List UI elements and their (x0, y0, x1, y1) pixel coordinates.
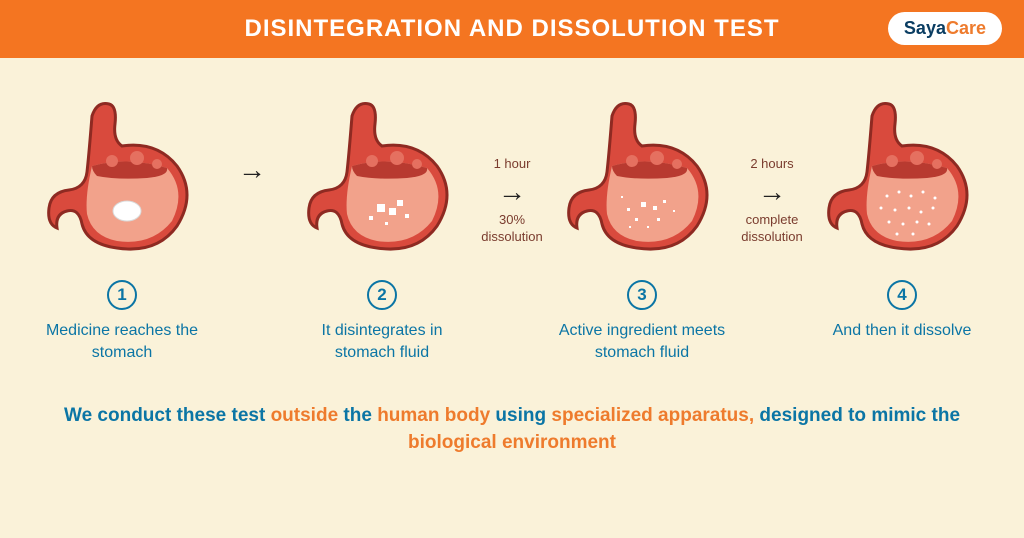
arrow-label-bottom: complete dissolution (737, 212, 807, 245)
logo-part1: Saya (904, 18, 946, 38)
stage-2: 2 It disintegrates in stomach fluid (287, 96, 477, 363)
step-number: 4 (887, 280, 917, 310)
arrow-label-top: 1 hour (494, 156, 531, 172)
step-caption: It disintegrates in stomach fluid (292, 320, 472, 363)
stomach-icon (557, 96, 727, 266)
arrow-2: 1 hour → 30% dissolution (477, 96, 547, 245)
header-bar: DISINTEGRATION AND DISSOLUTION TEST Saya… (0, 0, 1024, 58)
step-number: 2 (367, 280, 397, 310)
arrow-icon: → (498, 178, 526, 206)
page-title: DISINTEGRATION AND DISSOLUTION TEST (244, 15, 779, 43)
footer-highlight: outside (271, 405, 339, 426)
arrow-icon: → (238, 156, 266, 184)
logo-part2: Care (946, 18, 986, 38)
arrow-3: 2 hours → complete dissolution (737, 96, 807, 245)
footer-description: We conduct these test outside the human … (0, 403, 1024, 456)
arrow-label-top: 2 hours (750, 156, 793, 172)
arrow-label-bottom: 30% dissolution (477, 212, 547, 245)
step-number: 3 (627, 280, 657, 310)
stomach-icon (817, 96, 987, 266)
footer-text-segment: designed to mimic the (754, 405, 960, 426)
step-caption: Active ingredient meets stomach fluid (552, 320, 732, 363)
footer-highlight: biological environment (408, 432, 616, 453)
footer-highlight: specialized apparatus, (551, 405, 754, 426)
stage-3: 3 Active ingredient meets stomach fluid (547, 96, 737, 363)
footer-highlight: human body (377, 405, 490, 426)
step-caption: And then it dissolve (833, 320, 972, 342)
step-caption: Medicine reaches the stomach (32, 320, 212, 363)
stomach-icon (37, 96, 207, 266)
arrow-1: → (217, 96, 287, 184)
brand-logo: SayaCare (888, 12, 1002, 45)
footer-text-segment: We conduct these test (64, 405, 271, 426)
arrow-icon: → (758, 178, 786, 206)
stomach-icon (297, 96, 467, 266)
stage-4: 4 And then it dissolve (807, 96, 997, 342)
footer-text-segment: using (490, 405, 551, 426)
footer-text-segment: the (338, 405, 377, 426)
step-number: 1 (107, 280, 137, 310)
stages-row: 1 Medicine reaches the stomach → 2 It di… (0, 96, 1024, 363)
stage-1: 1 Medicine reaches the stomach (27, 96, 217, 363)
